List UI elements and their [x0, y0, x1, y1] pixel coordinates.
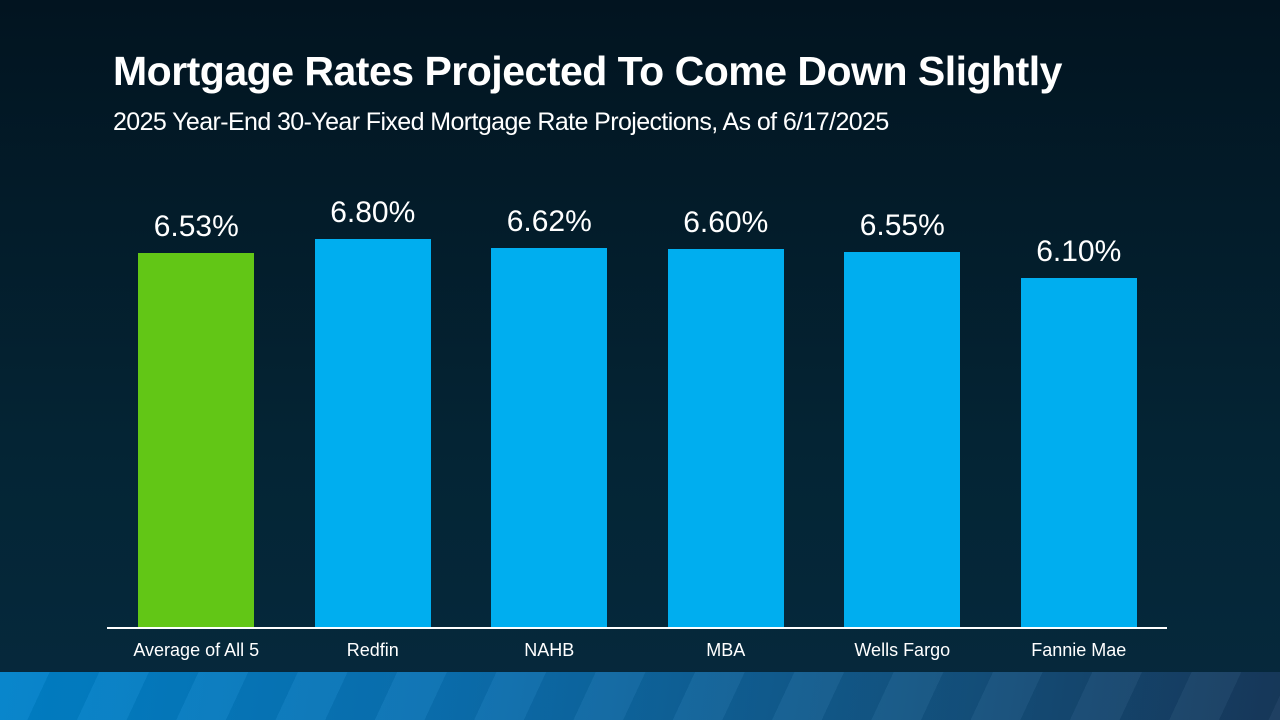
x-axis-line	[107, 627, 1167, 629]
bar-value-label: 6.53%	[153, 210, 239, 243]
x-axis-label: Fannie Mae	[1031, 640, 1127, 660]
bar-value-label: 6.55%	[859, 209, 945, 242]
bar-value-label: 6.10%	[1036, 235, 1122, 268]
bar-column: 6.10%	[991, 196, 1168, 627]
x-axis-label: Average of All 5	[133, 640, 260, 660]
bar-value-label: 6.62%	[506, 205, 592, 238]
bar-column: 6.53%	[108, 196, 285, 627]
x-axis-label: Wells Fargo	[854, 640, 951, 660]
bar-column: 6.60%	[638, 196, 815, 627]
bar-column: 6.80%	[285, 196, 462, 627]
bar-value-label: 6.60%	[683, 206, 769, 239]
bar	[844, 252, 961, 627]
page-subtitle: 2025 Year-End 30-Year Fixed Mortgage Rat…	[113, 108, 889, 136]
bar	[491, 248, 608, 627]
bar-value-label: 6.80%	[330, 196, 416, 229]
x-axis-label: MBA	[706, 640, 746, 660]
bar	[1020, 278, 1137, 627]
x-axis-labels: Average of All 5 Redfin NAHB MBA Wells Fargo…	[108, 640, 1167, 661]
page-title: Mortgage Rates Projected To Come Down Sl…	[113, 48, 1062, 94]
bar-column: 6.55%	[814, 196, 991, 627]
bar-columns: 6.53% 6.80% 6.62% 6.60% 6.55% 6.10%	[108, 196, 1167, 627]
bar	[667, 249, 784, 627]
bar	[314, 239, 431, 627]
footer-accent-bar	[0, 672, 1280, 720]
bar-highlight	[138, 253, 255, 627]
bar-chart: 6.53% 6.80% 6.62% 6.60% 6.55% 6.10%	[107, 196, 1167, 629]
x-axis-label: NAHB	[524, 640, 575, 660]
x-axis-label: Redfin	[346, 640, 399, 660]
bar-column: 6.62%	[461, 196, 638, 627]
